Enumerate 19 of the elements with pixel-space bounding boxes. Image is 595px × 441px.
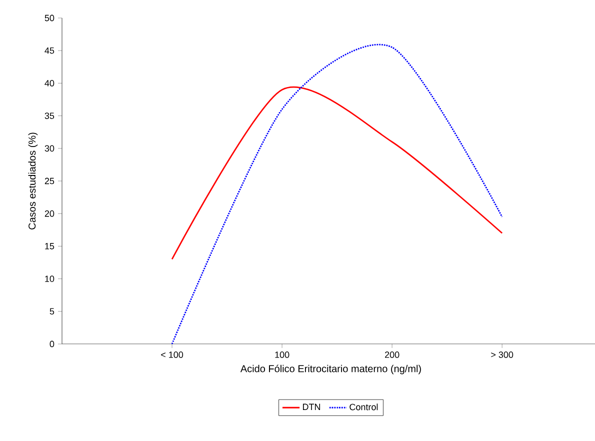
- x-tick-label: 200: [385, 352, 400, 358]
- x-axis-title: Acido Fólico Eritrocitario materno (ng/ml): [240, 364, 421, 374]
- legend-label: Control: [350, 404, 378, 410]
- legend-label: DTN: [302, 404, 320, 410]
- y-tick-label: 15: [45, 243, 54, 250]
- y-tick-label: 5: [50, 308, 54, 315]
- y-tick-label: 25: [44, 178, 54, 184]
- x-tick-label: 100: [275, 352, 290, 358]
- x-tick-label: < 100: [161, 352, 184, 358]
- y-tick-label: 45: [44, 47, 54, 54]
- y-tick-label: 50: [44, 14, 54, 22]
- y-tick-label: 0: [50, 340, 54, 348]
- y-tick-label: 40: [44, 80, 54, 86]
- x-tick-label: > 300: [491, 352, 514, 358]
- y-tick-label: 30: [44, 145, 54, 152]
- y-tick-label: 20: [44, 210, 54, 217]
- y-axis-title: Casos estudiados (%): [28, 132, 38, 230]
- y-tick-label: 35: [44, 112, 54, 119]
- y-tick-label: 10: [45, 276, 54, 282]
